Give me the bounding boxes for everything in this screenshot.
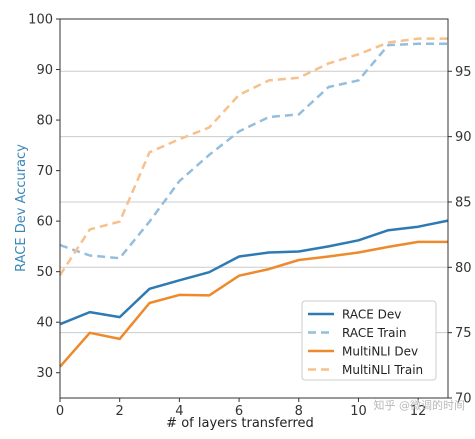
x-axis-label: # of layers transferred: [166, 416, 314, 431]
series-line-multinli-dev: [59, 240, 448, 368]
series-line-race-train: [59, 42, 448, 260]
x-tick-label: 8: [295, 404, 303, 419]
left-axis: 30 40 50 60 70 80 90 100: [28, 13, 60, 381]
legend-label: MultiNLI Train: [342, 363, 423, 377]
x-tick-label: 12: [410, 404, 427, 419]
left-tick-label: 50: [36, 265, 53, 280]
legend: RACE Dev RACE Train MultiNLI Dev MultiNLI T…: [301, 300, 437, 381]
legend-label: MultiNLI Dev: [342, 345, 418, 359]
x-tick-label: 6: [235, 404, 243, 419]
left-tick-label: 70: [36, 164, 53, 179]
right-tick-label: 75: [455, 326, 472, 341]
right-tick-label: 85: [455, 195, 472, 210]
legend-box: [301, 300, 437, 381]
right-tick-label: 90: [455, 130, 472, 145]
right-tick-label: 80: [455, 261, 472, 276]
right-tick-label: 70: [455, 392, 472, 407]
y-axis-label-left: RACE Dev Accuracy: [14, 144, 29, 272]
right-tick-label: 95: [455, 65, 472, 80]
series-lines: [58, 37, 449, 368]
x-tick-label: 4: [175, 404, 183, 419]
legend-label: RACE Dev: [342, 308, 401, 322]
left-tick-label: 40: [36, 316, 53, 331]
series-line-race-dev: [59, 219, 449, 326]
plot-frame: [59, 18, 449, 399]
left-tick-label: 90: [36, 63, 53, 78]
left-tick-label: 30: [36, 366, 53, 381]
right-axis: 70 75 80 85 90 95: [448, 65, 472, 407]
watermark: 知乎 @微调的时间: [374, 398, 466, 412]
x-tick-label: 10: [350, 404, 367, 419]
x-tick-label: 0: [56, 404, 64, 419]
legend-label: RACE Train: [342, 326, 406, 340]
series-line-multinli-train: [58, 37, 448, 276]
left-tick-label: 80: [36, 114, 53, 129]
x-tick-label: 2: [116, 404, 124, 419]
x-axis: 0 2 4 6 8 10 12: [56, 398, 427, 419]
left-tick-label: 60: [36, 215, 53, 230]
left-tick-label: 100: [28, 13, 53, 28]
